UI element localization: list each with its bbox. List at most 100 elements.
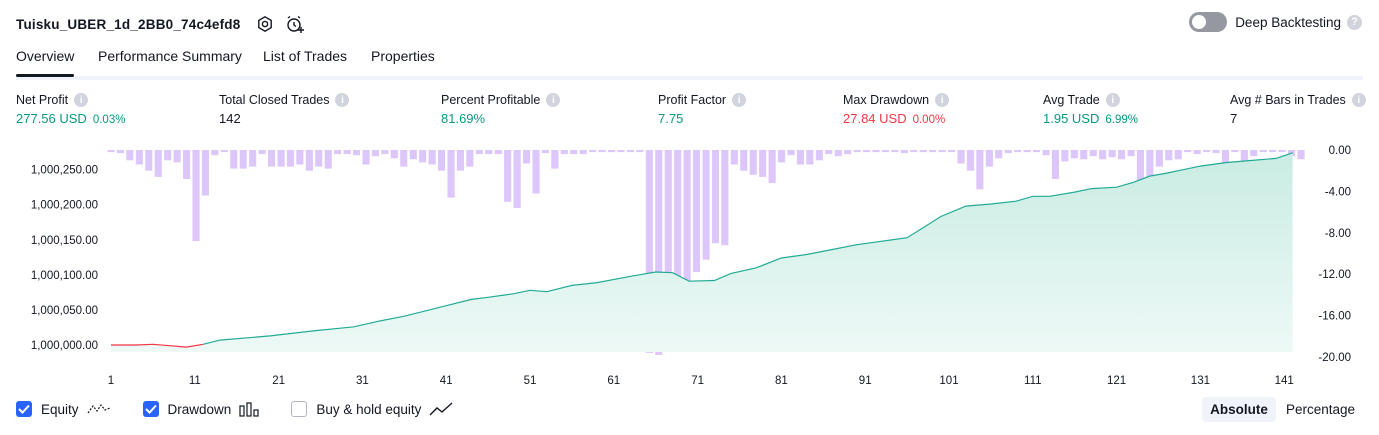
info-icon[interactable]: i: [546, 93, 561, 107]
drawdown-bar: [513, 150, 521, 208]
x-tick-label: 21: [272, 375, 285, 387]
metric-label: Avg # Bars in Trades: [1230, 93, 1346, 107]
drawdown-bar: [324, 150, 332, 169]
metric-value: 142: [219, 111, 241, 126]
help-icon[interactable]: ?: [1347, 14, 1362, 30]
alarm-clock-plus-icon[interactable]: [284, 13, 306, 35]
drawdown-bar: [286, 150, 294, 167]
drawdown-axis-label: -16.00: [1318, 311, 1351, 323]
legend-drawdown[interactable]: Drawdown: [142, 401, 260, 417]
drawdown-bar: [938, 150, 946, 153]
deep-backtesting-control: Deep Backtesting ?: [1189, 12, 1362, 32]
x-tick-label: 81: [775, 375, 788, 387]
percentage-option[interactable]: Percentage: [1285, 402, 1355, 417]
info-icon[interactable]: i: [74, 93, 89, 107]
deep-backtesting-toggle[interactable]: [1189, 12, 1228, 32]
buy-hold-line-icon: [429, 402, 453, 416]
metric-max-drawdown: Max Drawdown i 27.84 USD 0.00%: [843, 93, 950, 126]
drawdown-bar: [1184, 150, 1192, 153]
drawdown-bar: [825, 150, 833, 155]
drawdown-bar: [872, 150, 880, 153]
drawdown-bar: [787, 150, 795, 156]
equity-line-negative: [111, 343, 204, 348]
drawdown-bar: [1127, 150, 1135, 157]
x-tick-label: 1: [108, 375, 114, 387]
drawdown-bar: [1174, 150, 1182, 160]
equity-series: [111, 152, 1293, 352]
drawdown-axis-label: -4.00: [1325, 186, 1351, 198]
drawdown-bar: [948, 150, 956, 153]
drawdown-bar: [1023, 150, 1031, 153]
drawdown-bar: [1259, 150, 1267, 153]
drawdown-bar: [1136, 150, 1144, 188]
drawdown-bar: [551, 150, 559, 169]
equity-checkbox[interactable]: [16, 401, 32, 417]
info-icon[interactable]: i: [1351, 93, 1366, 107]
drawdown-bar: [1089, 150, 1097, 157]
equity-line: [203, 152, 1293, 345]
drawdown-bar: [1042, 150, 1050, 156]
drawdown-bar: [693, 150, 701, 273]
absolute-option[interactable]: Absolute: [1202, 397, 1276, 422]
legend-buy-hold-equity[interactable]: Buy & hold equity: [291, 401, 453, 417]
tab-properties[interactable]: Properties: [371, 48, 435, 64]
metric-value: 277.56 USD: [16, 111, 87, 126]
drawdown-bar: [400, 150, 408, 167]
drawdown-bar: [201, 150, 209, 196]
drawdown-bar: [334, 150, 342, 155]
drawdown-axis-label: -20.00: [1318, 352, 1351, 364]
info-icon[interactable]: i: [335, 93, 350, 107]
buy-hold-checkbox[interactable]: [291, 401, 308, 417]
drawdown-bar: [626, 150, 634, 153]
metric-avg-trade: Avg Trade i 1.95 USD 6.99%: [1043, 93, 1138, 126]
drawdown-bar: [844, 150, 852, 155]
metric-label: Net Profit: [16, 93, 69, 107]
metric-label: Profit Factor: [658, 93, 727, 107]
toggle-knob: [1192, 15, 1207, 29]
legend-label: Buy & hold equity: [316, 401, 422, 417]
tab-performance-summary[interactable]: Performance Summary: [98, 48, 242, 64]
equity-axis-label: 1,000,250.00: [31, 165, 98, 177]
drawdown-bar: [1278, 150, 1286, 153]
drawdown-axis-label: -12.00: [1318, 269, 1351, 281]
info-icon[interactable]: i: [732, 93, 747, 107]
metric-percent: 6.99%: [1105, 114, 1138, 126]
legend-equity[interactable]: Equity: [16, 401, 111, 417]
drawdown-bar: [711, 150, 719, 244]
drawdown-bar: [891, 150, 899, 153]
x-tick-label: 41: [440, 375, 453, 387]
gear-icon[interactable]: [254, 13, 276, 35]
tab-list-of-trades[interactable]: List of Trades: [263, 48, 348, 64]
value-mode-toggle: Absolute Percentage: [1200, 397, 1363, 422]
equity-drawdown-chart[interactable]: 1 11 21 31 41 51 61 71 81 91 101 111 121 131 1411,000,…: [0, 0, 1379, 395]
drawdown-bar: [456, 150, 464, 171]
drawdown-bar: [589, 150, 597, 153]
drawdown-bar: [381, 150, 389, 155]
metric-percent: 0.00%: [912, 114, 946, 126]
drawdown-axis-label: 0.00: [1329, 145, 1351, 157]
drawdown-bar: [183, 150, 191, 179]
drawdown-bar: [683, 150, 691, 322]
drawdown-bar: [1004, 150, 1012, 154]
drawdown-bar: [1250, 150, 1258, 157]
x-tick-label: 61: [607, 375, 620, 387]
drawdown-checkbox[interactable]: [142, 401, 159, 417]
drawdown-axis-label: -8.00: [1325, 228, 1351, 240]
drawdown-bar: [409, 150, 417, 160]
metric-value: 27.84 USD: [843, 111, 907, 126]
metric-total-closed-trades: Total Closed Trades i 142: [219, 93, 350, 126]
drawdown-bar: [249, 150, 257, 167]
tab-overview[interactable]: Overview: [16, 48, 75, 77]
drawdown-bar: [173, 150, 181, 163]
metric-value: 1.95 USD: [1043, 111, 1100, 126]
drawdown-bar: [532, 150, 540, 194]
drawdown-bar: [1014, 150, 1022, 153]
drawdown-bar: [608, 150, 616, 153]
drawdown-bars: [107, 150, 1305, 355]
drawdown-bar: [834, 150, 842, 157]
drawdown-bar: [966, 150, 974, 171]
drawdown-bar: [268, 150, 276, 167]
info-icon[interactable]: i: [935, 93, 950, 107]
drawdown-bar: [749, 150, 757, 175]
info-icon[interactable]: i: [1105, 93, 1120, 107]
